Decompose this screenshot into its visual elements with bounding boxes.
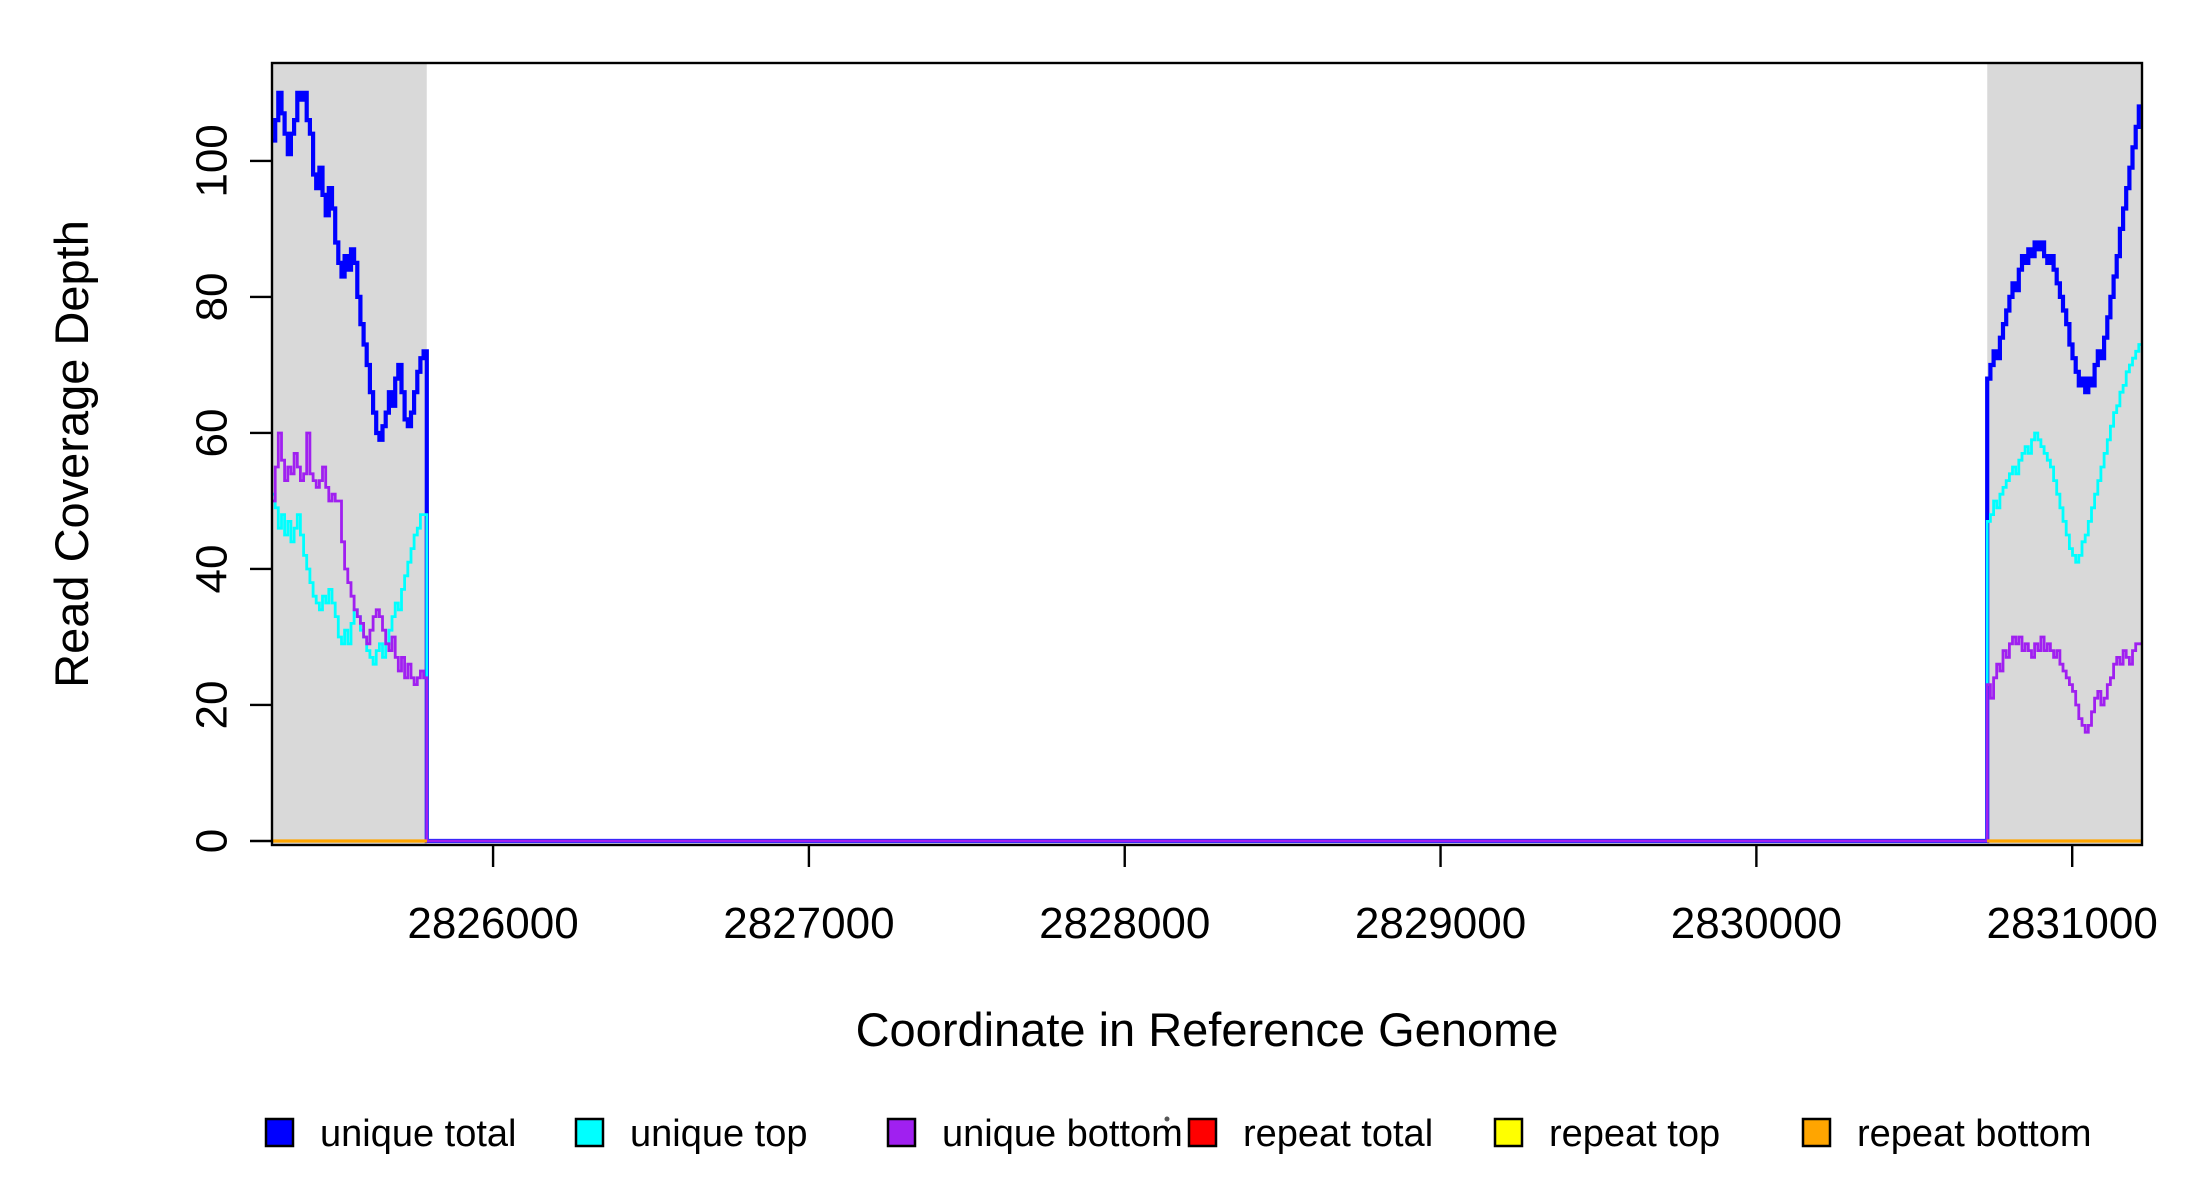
legend-item-label: unique top [630,1113,808,1155]
x-tick-label: 2828000 [1039,899,1210,948]
x-tick-label: 2829000 [1355,899,1526,948]
y-tick-label: 40 [188,544,237,593]
x-tick-label: 2831000 [1987,899,2158,948]
legend-item-repeat-total: repeat total [1187,1113,1433,1155]
series-layer [272,90,2142,844]
y-tick-label: 20 [188,681,237,730]
x-tick-label: 2826000 [407,899,578,948]
y-tick-label: 60 [188,408,237,457]
x-tick-label: 2827000 [723,899,894,948]
series-unique-total [272,90,2142,844]
y-tick-label: 0 [188,829,237,853]
legend-item-label: unique bottom [942,1113,1183,1155]
legend-swatch [1187,1117,1218,1148]
x-axis-title: Coordinate in Reference Genome [856,1003,1559,1056]
legend-item-repeat-bottom: repeat bottom [1801,1113,2091,1155]
legend-item-repeat-top: repeat top [1493,1113,1720,1155]
axes-layer: 2826000 2827000 2828000 2829000 2830000 28310… [188,61,2158,948]
y-tick-label: 100 [188,124,237,197]
series-unique-top [272,343,2142,843]
legend-item-unique-bottom: unique bottom [886,1113,1183,1155]
legend: unique total unique top unique bottom repea… [264,1113,2091,1155]
legend-swatch [886,1117,917,1148]
stray-dot-artifact [1164,1116,1170,1122]
x-tick-label: 2830000 [1671,899,1842,948]
legend-swatch [1801,1117,1832,1148]
shaded-region [1987,63,2142,845]
legend-item-label: repeat total [1243,1113,1433,1155]
legend-item-unique-total: unique total [264,1113,517,1155]
legend-swatch [574,1117,605,1148]
legend-swatch [1493,1117,1524,1148]
legend-swatch [264,1117,295,1148]
y-tick-label: 80 [188,272,237,321]
legend-item-label: repeat top [1549,1113,1720,1155]
series-unique-bottom [272,431,2142,843]
y-axis-title: Read Coverage Depth [45,220,98,688]
legend-item-label: unique total [320,1113,517,1155]
shaded-regions-layer [272,63,2142,845]
legend-item-unique-top: unique top [574,1113,808,1155]
legend-item-label: repeat bottom [1857,1113,2091,1155]
plot-box [270,61,2144,847]
